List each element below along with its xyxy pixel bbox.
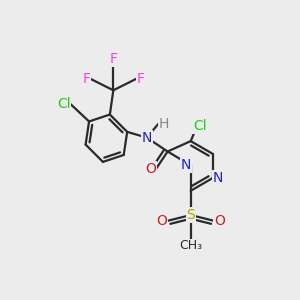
Text: O: O [145, 162, 156, 176]
Text: F: F [136, 72, 144, 86]
Text: O: O [157, 214, 168, 228]
Text: F: F [82, 72, 90, 86]
Text: F: F [109, 52, 117, 66]
Text: O: O [214, 214, 225, 228]
Text: N: N [213, 171, 223, 185]
Text: N: N [142, 130, 152, 145]
Text: S: S [186, 208, 195, 222]
Text: H: H [158, 117, 169, 131]
Text: Cl: Cl [193, 119, 207, 133]
Text: CH₃: CH₃ [179, 239, 202, 252]
Text: Cl: Cl [57, 97, 70, 111]
Text: N: N [180, 158, 191, 172]
